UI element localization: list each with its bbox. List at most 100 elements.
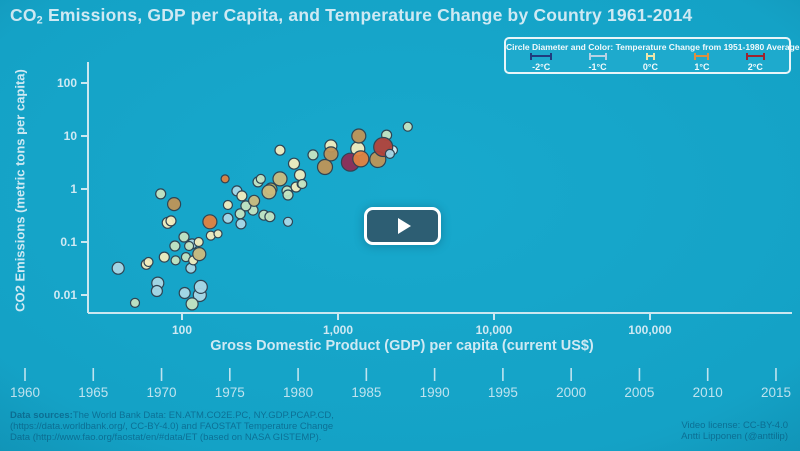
legend-item-minus1c: -1°C	[588, 52, 607, 72]
author-line: Antti Lipponen (@anttilip)	[681, 430, 788, 442]
data-point	[307, 149, 319, 161]
data-point	[178, 231, 190, 243]
legend-item-1c: 1°C	[694, 52, 710, 72]
data-point	[384, 148, 395, 159]
data-point	[193, 236, 204, 248]
timeline-year-label: 2000	[556, 385, 586, 400]
data-point	[202, 214, 218, 230]
legend-item-label: 2°C	[747, 61, 763, 72]
x-tick-label: 100,000	[628, 323, 672, 337]
timeline-year-label: 1960	[10, 385, 40, 400]
data-sources-line1: Data sources:The World Bank Data: EN.ATM…	[10, 410, 334, 422]
temperature-legend: Circle Diameter and Color: Temperature C…	[504, 37, 800, 74]
page-title: CO2 Emissions, GDP per Capita, and Tempe…	[10, 5, 692, 27]
data-point	[282, 189, 294, 201]
data-point	[155, 188, 167, 200]
title-subscript: 2	[36, 14, 43, 27]
video-license-text: Video license: CC-BY-4.0 Antti Lipponen …	[681, 420, 788, 443]
data-point	[261, 184, 277, 200]
play-icon	[398, 218, 411, 234]
y-tick-label: 0.01	[54, 288, 78, 302]
diameter-swatch-icon	[530, 52, 553, 60]
data-point	[150, 284, 163, 298]
timeline-year-label: 1970	[147, 385, 177, 400]
legend-item-2c: 2°C	[745, 52, 765, 72]
data-point	[213, 229, 223, 239]
data-sources-text: Data sources:The World Bank Data: EN.ATM…	[10, 410, 334, 443]
x-axis-title: Gross Domestic Product (GDP) per capita …	[210, 338, 594, 354]
data-point	[352, 150, 370, 168]
data-point	[255, 173, 266, 184]
data-sources-line3: Data (http://www.fao.org/faostat/en/#dat…	[10, 431, 322, 443]
data-point	[282, 216, 294, 227]
y-tick-label: 10	[64, 129, 78, 143]
data-point	[170, 255, 181, 266]
data-point	[185, 297, 199, 311]
timeline-year-label: 2010	[693, 385, 723, 400]
data-point	[351, 128, 367, 144]
timeline-year-label: 1985	[351, 385, 381, 400]
play-button[interactable]	[364, 207, 441, 245]
legend-item-label: 0°C	[642, 61, 659, 72]
legend-title: Circle Diameter and Color: Temperature C…	[506, 42, 800, 52]
data-point	[323, 146, 339, 162]
data-sources-line2: (https://data.worldbank.org/, CC-BY-4.0)…	[10, 420, 334, 432]
y-tick-label: 0.1	[60, 235, 77, 249]
data-point	[111, 261, 125, 275]
data-point	[272, 171, 288, 187]
title-rest: Emissions, GDP per Capita, and Temperatu…	[42, 5, 693, 25]
timeline-year-label: 2015	[761, 385, 791, 400]
data-point	[222, 199, 233, 211]
y-tick-label: 100	[57, 76, 77, 90]
data-point	[178, 286, 191, 300]
diameter-swatch-icon	[694, 52, 710, 60]
diameter-swatch-icon	[645, 52, 655, 60]
diameter-swatch-icon	[745, 52, 765, 60]
data-point	[235, 218, 247, 230]
timeline-year-label: 1995	[488, 385, 518, 400]
timeline-year-label: 1965	[78, 385, 108, 400]
data-sources-line1-rest: The World Bank Data: EN.ATM.CO2E.PC, NY.…	[72, 410, 334, 421]
x-tick-label: 100	[172, 323, 192, 337]
diameter-swatch-icon	[588, 52, 607, 60]
timeline-year-label: 1990	[420, 385, 450, 400]
data-point	[184, 240, 195, 252]
title-prefix: CO	[10, 5, 37, 25]
data-point	[402, 121, 413, 132]
data-point	[222, 212, 234, 224]
x-tick-label: 1,000	[323, 323, 353, 337]
data-point	[236, 190, 248, 202]
data-point	[167, 197, 182, 212]
data-point	[193, 279, 208, 294]
legend-item-label: -2°C	[532, 61, 551, 72]
data-point	[143, 256, 154, 268]
data-point	[297, 178, 308, 190]
data-point	[129, 297, 141, 308]
x-tick-label: 10,000	[476, 323, 513, 337]
data-point	[316, 158, 334, 176]
legend-item-0c: 0°C	[642, 52, 659, 72]
data-point	[169, 240, 181, 252]
timeline-year-label: 2005	[624, 385, 654, 400]
y-axis-title: CO2 Emissions (metric tons per capita)	[12, 69, 28, 312]
data-point	[264, 211, 276, 223]
data-point	[248, 194, 261, 207]
data-point	[192, 247, 207, 262]
data-sources-label: Data sources:	[10, 410, 73, 421]
timeline-year-label: 1975	[215, 385, 245, 400]
y-tick-label: 1	[70, 182, 77, 196]
data-point	[220, 174, 230, 184]
legend-item-label: 1°C	[694, 61, 710, 72]
license-line: Video license: CC-BY-4.0	[681, 420, 788, 431]
data-point	[287, 157, 301, 170]
legend-item-label: -1°C	[588, 61, 607, 72]
legend-items: -2°C -1°C 0°C 1°C 2°C	[506, 52, 789, 72]
timeline-year-label: 1980	[283, 385, 313, 400]
data-point	[158, 251, 170, 263]
data-point	[274, 144, 286, 156]
data-point	[293, 168, 307, 182]
legend-item-minus2c: -2°C	[530, 52, 553, 72]
data-point	[165, 215, 177, 227]
